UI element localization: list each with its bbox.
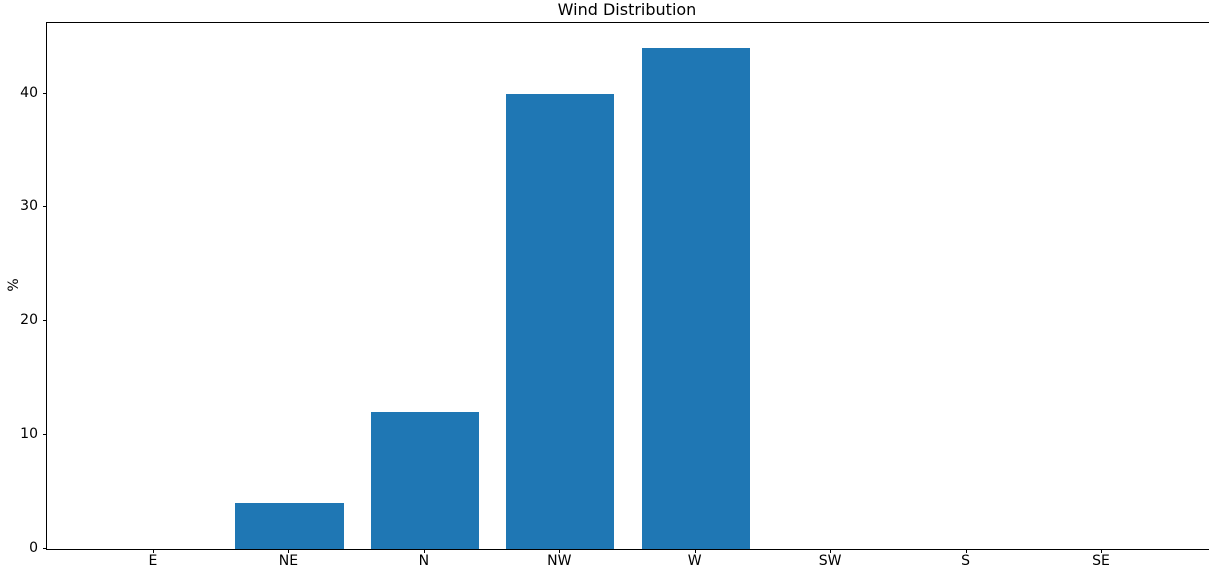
x-tick-mark-W (694, 549, 696, 553)
x-tick-label-E: E (148, 553, 158, 569)
bar-NE (235, 503, 344, 549)
y-tick-label-30: 30 (20, 198, 38, 215)
x-tick-label-N: N (418, 553, 430, 569)
y-tick-mark-30 (43, 206, 47, 208)
y-tick-mark-20 (43, 320, 47, 322)
x-tick-mark-NW (559, 549, 561, 553)
x-tick-label-W: W (687, 553, 702, 569)
bar-NW (506, 93, 615, 549)
bar-N (370, 412, 480, 549)
x-tick-label-SE: SE (1092, 553, 1110, 569)
y-tick-mark-0 (43, 548, 47, 549)
x-tick-label-NW: NW (547, 553, 572, 569)
chart-title: Wind Distribution (557, 0, 697, 19)
x-tick-mark-N (423, 549, 425, 553)
x-tick-mark-SE (1101, 549, 1102, 553)
y-tick-label-10: 10 (20, 426, 38, 443)
x-tick-mark-S (965, 549, 967, 553)
x-tick-label-S: S (961, 553, 971, 569)
x-tick-mark-E (152, 549, 154, 553)
y-axis-label: % (6, 278, 22, 292)
bar-W (641, 48, 750, 549)
y-tick-mark-40 (43, 92, 47, 94)
x-tick-mark-SW (830, 549, 832, 553)
y-tick-label-20: 20 (20, 312, 38, 329)
x-tick-label-SW: SW (818, 553, 842, 569)
x-tick-mark-NE (288, 549, 290, 553)
y-tick-mark-10 (43, 434, 47, 436)
y-tick-label-0: 0 (29, 540, 38, 556)
x-tick-label-NE: NE (278, 553, 299, 569)
y-tick-label-40: 40 (20, 84, 38, 101)
plot-area (46, 22, 1209, 550)
